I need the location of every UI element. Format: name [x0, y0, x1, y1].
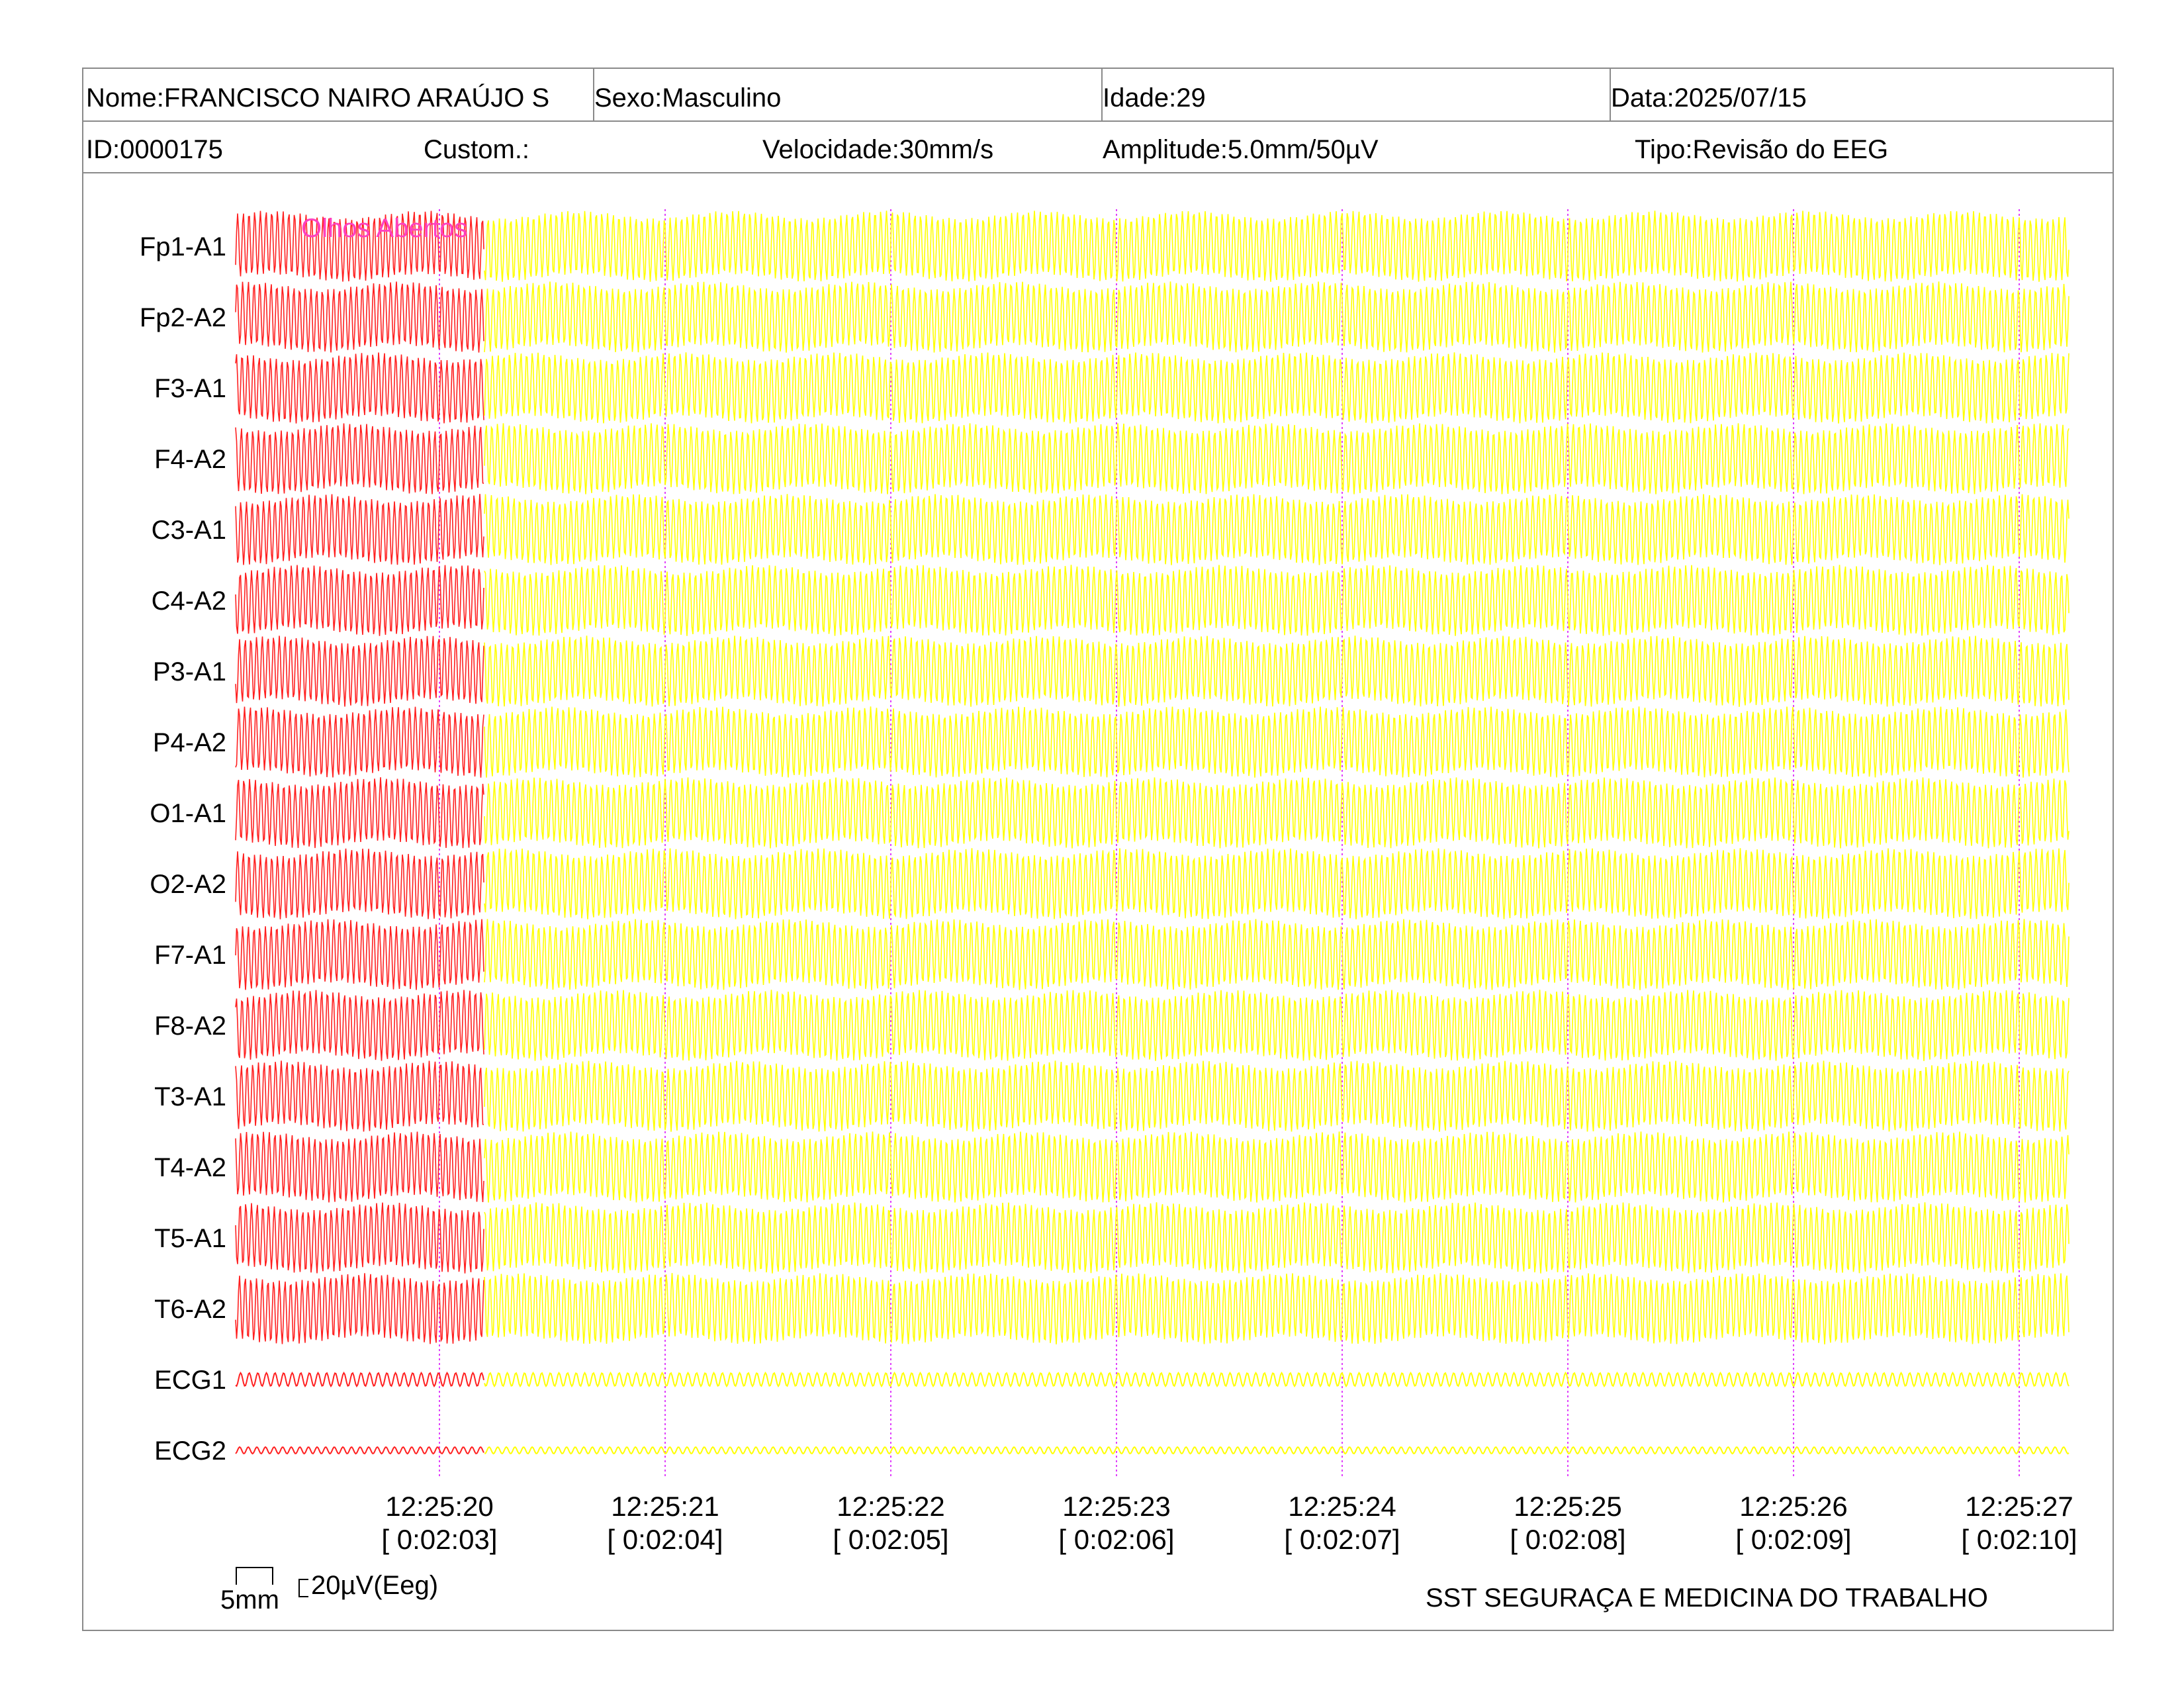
header-cell-divider [593, 69, 594, 122]
elapsed-tick-label: [ 0:02:07] [1284, 1524, 1400, 1555]
channel-trace [484, 706, 2070, 778]
patient-age: Idade:29 [1103, 83, 1206, 113]
scale-bar [236, 1567, 308, 1597]
channel-trace [484, 423, 2070, 494]
channel-trace [235, 848, 484, 919]
channel-trace [235, 352, 484, 424]
patient-sex: Sexo:Masculino [594, 83, 782, 113]
channel-label: F7-A1 [154, 941, 226, 970]
channel-label: P4-A2 [153, 728, 226, 757]
channel-trace [235, 1131, 484, 1203]
channel-trace [235, 1060, 484, 1132]
channel-trace [484, 281, 2070, 353]
channel-trace [235, 1372, 484, 1387]
channel-trace [484, 848, 2070, 919]
channel-label: O2-A2 [150, 870, 226, 899]
channel-trace [484, 777, 2070, 849]
channel-trace [484, 1372, 2070, 1387]
review-type: Tipo:Revisão do EEG [1635, 135, 1889, 164]
channel-trace [235, 423, 484, 494]
channel-label: ECG2 [154, 1436, 226, 1466]
channel-label: F8-A2 [154, 1011, 226, 1041]
speed-setting: Velocidade:30mm/s [762, 135, 994, 164]
company-name: SST SEGURAÇA E MEDICINA DO TRABALHO [1426, 1583, 1988, 1613]
channel-label: C4-A2 [152, 586, 226, 616]
channel-label: Fp1-A1 [140, 232, 226, 261]
channel-label: T5-A1 [154, 1224, 226, 1253]
custom-field: Custom.: [424, 135, 530, 164]
channel-trace [484, 990, 2070, 1061]
time-tick-label: 12:25:23 [1062, 1491, 1171, 1522]
time-tick-label: 12:25:22 [837, 1491, 945, 1522]
channel-trace [235, 1202, 484, 1274]
time-tick-label: 12:25:24 [1288, 1491, 1396, 1522]
amplitude-scale-bar [298, 1579, 308, 1597]
channel-trace [484, 352, 2070, 424]
amplitude-setting: Amplitude:5.0mm/50µV [1103, 135, 1379, 164]
report-frame [82, 68, 2114, 1631]
time-tick-label: 12:25:21 [611, 1491, 719, 1522]
channel-trace [484, 635, 2070, 707]
elapsed-tick-label: [ 0:02:05] [833, 1524, 948, 1555]
channel-trace [484, 1446, 2070, 1455]
channel-trace [235, 1273, 484, 1344]
header-bottom-border [83, 172, 2113, 173]
elapsed-tick-label: [ 0:02:08] [1510, 1524, 1625, 1555]
time-tick-label: 12:25:25 [1514, 1491, 1622, 1522]
channel-trace [235, 211, 484, 282]
header-divider [83, 120, 2113, 122]
header-cell-divider [1101, 69, 1103, 122]
channel-label: T6-A2 [154, 1295, 226, 1324]
channel-trace [484, 919, 2070, 990]
channel-label: O1-A1 [150, 799, 226, 828]
channel-trace [235, 990, 484, 1061]
channel-trace [484, 494, 2070, 565]
channel-label: Fp2-A2 [140, 303, 226, 332]
patient-name: Nome:FRANCISCO NAIRO ARAÚJO S [86, 83, 550, 113]
channel-trace [235, 635, 484, 707]
channel-trace [235, 706, 484, 778]
time-tick-label: 12:25:27 [1965, 1491, 2073, 1522]
channel-label: F3-A1 [154, 374, 226, 403]
channel-label: ECG1 [154, 1366, 226, 1395]
channel-trace [484, 1202, 2070, 1274]
channel-trace [484, 565, 2070, 636]
record-date: Data:2025/07/15 [1611, 83, 1807, 113]
elapsed-tick-label: [ 0:02:04] [607, 1524, 723, 1555]
channel-trace [484, 211, 2070, 282]
channel-label: T4-A2 [154, 1153, 226, 1182]
elapsed-tick-label: [ 0:02:10] [1961, 1524, 2077, 1555]
channel-trace [484, 1060, 2070, 1132]
channel-trace [235, 777, 484, 849]
channel-trace [484, 1131, 2070, 1203]
channel-trace [484, 1273, 2070, 1344]
elapsed-tick-label: [ 0:02:03] [381, 1524, 497, 1555]
amplitude-scale-label: 20µV(Eeg) [311, 1571, 438, 1600]
time-scale-label: 5mm [220, 1585, 279, 1615]
time-tick-label: 12:25:20 [385, 1491, 494, 1522]
time-tick-label: 12:25:26 [1739, 1491, 1848, 1522]
channel-trace [235, 919, 484, 990]
channel-label: C3-A1 [152, 516, 226, 545]
channel-label: P3-A1 [153, 657, 226, 686]
patient-id: ID:0000175 [86, 135, 223, 164]
channel-label: F4-A2 [154, 445, 226, 474]
channel-trace [235, 494, 484, 565]
channel-label: T3-A1 [154, 1082, 226, 1111]
channel-trace [235, 281, 484, 353]
channel-trace [235, 565, 484, 636]
channel-trace [235, 1446, 484, 1455]
header-cell-divider [1610, 69, 1611, 122]
elapsed-tick-label: [ 0:02:06] [1058, 1524, 1174, 1555]
elapsed-tick-label: [ 0:02:09] [1735, 1524, 1851, 1555]
time-scale-bar [236, 1567, 273, 1585]
event-annotation: Olhos Abertos [301, 214, 467, 243]
